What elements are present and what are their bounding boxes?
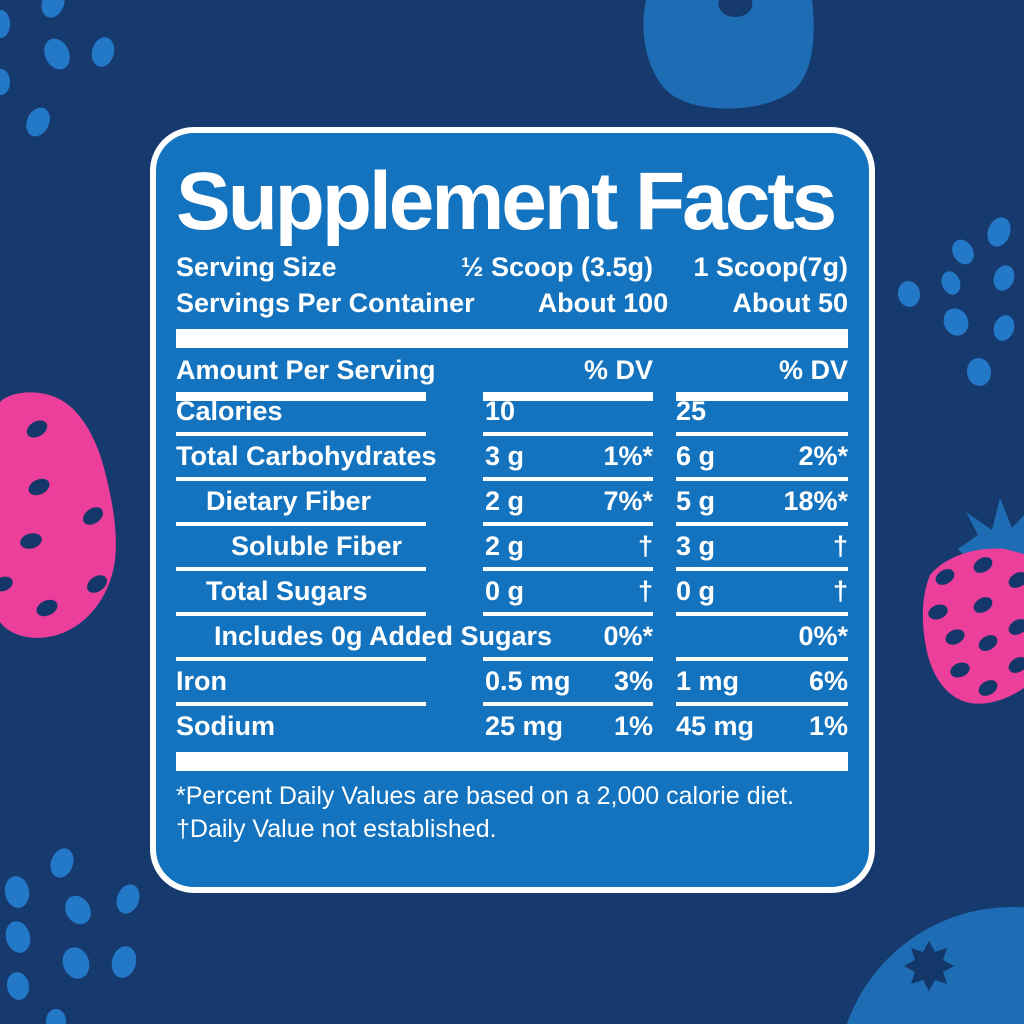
footnotes: *Percent Daily Values are based on a 2,0…: [176, 780, 848, 846]
row-rule: [176, 432, 848, 436]
row-rule: [176, 477, 848, 481]
row-rule: [176, 567, 848, 571]
berry-dots-right-icon: [897, 217, 1015, 386]
nutrient-name: Total Sugars: [206, 576, 368, 606]
dv-col1: 0%*: [603, 621, 653, 651]
table-row-soluble-fiber: Soluble Fiber 2 g † 3 g †: [176, 530, 848, 571]
table-row-dietary-fiber: Dietary Fiber 2 g 7%* 5 g 18%*: [176, 485, 848, 526]
row-rule: [176, 657, 848, 661]
amount-per-serving-label: Amount Per Serving: [176, 355, 436, 385]
dv-col1: 3%: [613, 666, 653, 696]
nutrient-name: Total Carbohydrates: [176, 441, 437, 471]
amount-col1: 2 g: [485, 531, 525, 561]
dv-col1: †: [637, 576, 653, 606]
table-row-sodium: Sodium 25 mg 1% 45 mg 1%: [176, 710, 848, 743]
servings-per-container-row: Servings Per Container About 100 About 5…: [176, 288, 848, 319]
serving-size-col1: ½ Scoop (3.5g): [460, 252, 653, 282]
dv-col2: 0%*: [798, 621, 848, 651]
servings-per-container-label: Servings Per Container: [176, 288, 475, 318]
dv-col2: 1%: [808, 711, 848, 741]
nutrient-name: Includes 0g Added Sugars: [214, 621, 553, 651]
strawberry-left-icon: [0, 392, 116, 638]
nutrient-name: Calories: [176, 396, 283, 426]
nutrient-name: Dietary Fiber: [206, 486, 372, 516]
amount-col2: 0 g: [676, 576, 716, 606]
dv-header-col1: % DV: [583, 355, 653, 385]
dv-header-col2: % DV: [778, 355, 848, 385]
row-rule: [176, 702, 848, 706]
blueberry-bottom-right-icon: [846, 907, 1024, 1024]
table-header-row: Amount Per Serving % DV % DV: [176, 354, 848, 401]
supplement-facts-panel: Supplement Facts Serving Size ½ Scoop (3…: [150, 127, 875, 893]
dv-col1: †: [637, 531, 653, 561]
servings-per-container-col2: About 50: [732, 288, 848, 318]
dv-col2: 2%*: [798, 441, 848, 471]
header-rule: [176, 392, 848, 401]
thick-divider-bottom: [176, 752, 848, 771]
amount-col2: 5 g: [676, 486, 716, 516]
dv-col1: 1%: [613, 711, 653, 741]
nutrient-name: Soluble Fiber: [231, 531, 403, 561]
amount-col1: 0.5 mg: [485, 666, 571, 696]
nutrient-name: Sodium: [176, 711, 275, 741]
table-row-calories: Calories 10 25: [176, 395, 848, 436]
berry-dots-top-left-icon: [0, 0, 115, 137]
page-title: Supplement Facts: [176, 156, 837, 247]
berry-dots-bottom-left-icon: [4, 848, 140, 1024]
nutrient-name: Iron: [176, 666, 227, 696]
footnote-percent-dv: *Percent Daily Values are based on a 2,0…: [176, 782, 794, 810]
thick-divider-top: [176, 329, 848, 348]
amount-col1: 0 g: [485, 576, 525, 606]
table-row-total-carbohydrates: Total Carbohydrates 3 g 1%* 6 g 2%*: [176, 440, 848, 481]
serving-size-label: Serving Size: [176, 252, 337, 282]
amount-col1: 10: [485, 396, 516, 426]
dv-col1: 7%*: [603, 486, 653, 516]
blueberry-top-icon: [643, 0, 814, 109]
table-row-iron: Iron 0.5 mg 3% 1 mg 6%: [176, 665, 848, 706]
amount-col1: 3 g: [485, 441, 525, 471]
strawberry-leaf-icon: [958, 498, 1024, 562]
amount-col2: 45 mg: [676, 711, 755, 741]
dv-col2: †: [832, 576, 848, 606]
amount-col2: 6 g: [676, 441, 716, 471]
amount-col2: 1 mg: [676, 666, 740, 696]
table-row-added-sugars: Includes 0g Added Sugars 0%* 0%*: [176, 620, 848, 661]
dv-col1: 1%*: [603, 441, 653, 471]
amount-col1: 25 mg: [485, 711, 564, 741]
amount-col2: 3 g: [676, 531, 716, 561]
table-row-total-sugars: Total Sugars 0 g † 0 g †: [176, 575, 848, 616]
amount-col1: 2 g: [485, 486, 525, 516]
row-rule: [176, 522, 848, 526]
amount-col2: 25: [676, 396, 707, 426]
serving-size-col2: 1 Scoop(7g): [693, 252, 848, 282]
dv-col2: 18%*: [783, 486, 848, 516]
dv-col2: 6%: [808, 666, 848, 696]
strawberry-right-icon: [922, 498, 1024, 704]
row-rule: [176, 612, 848, 616]
servings-per-container-col1: About 100: [537, 288, 669, 318]
serving-size-row: Serving Size ½ Scoop (3.5g) 1 Scoop(7g): [176, 252, 848, 283]
footnote-daily-value: †Daily Value not established.: [176, 815, 497, 843]
dv-col2: †: [832, 531, 848, 561]
